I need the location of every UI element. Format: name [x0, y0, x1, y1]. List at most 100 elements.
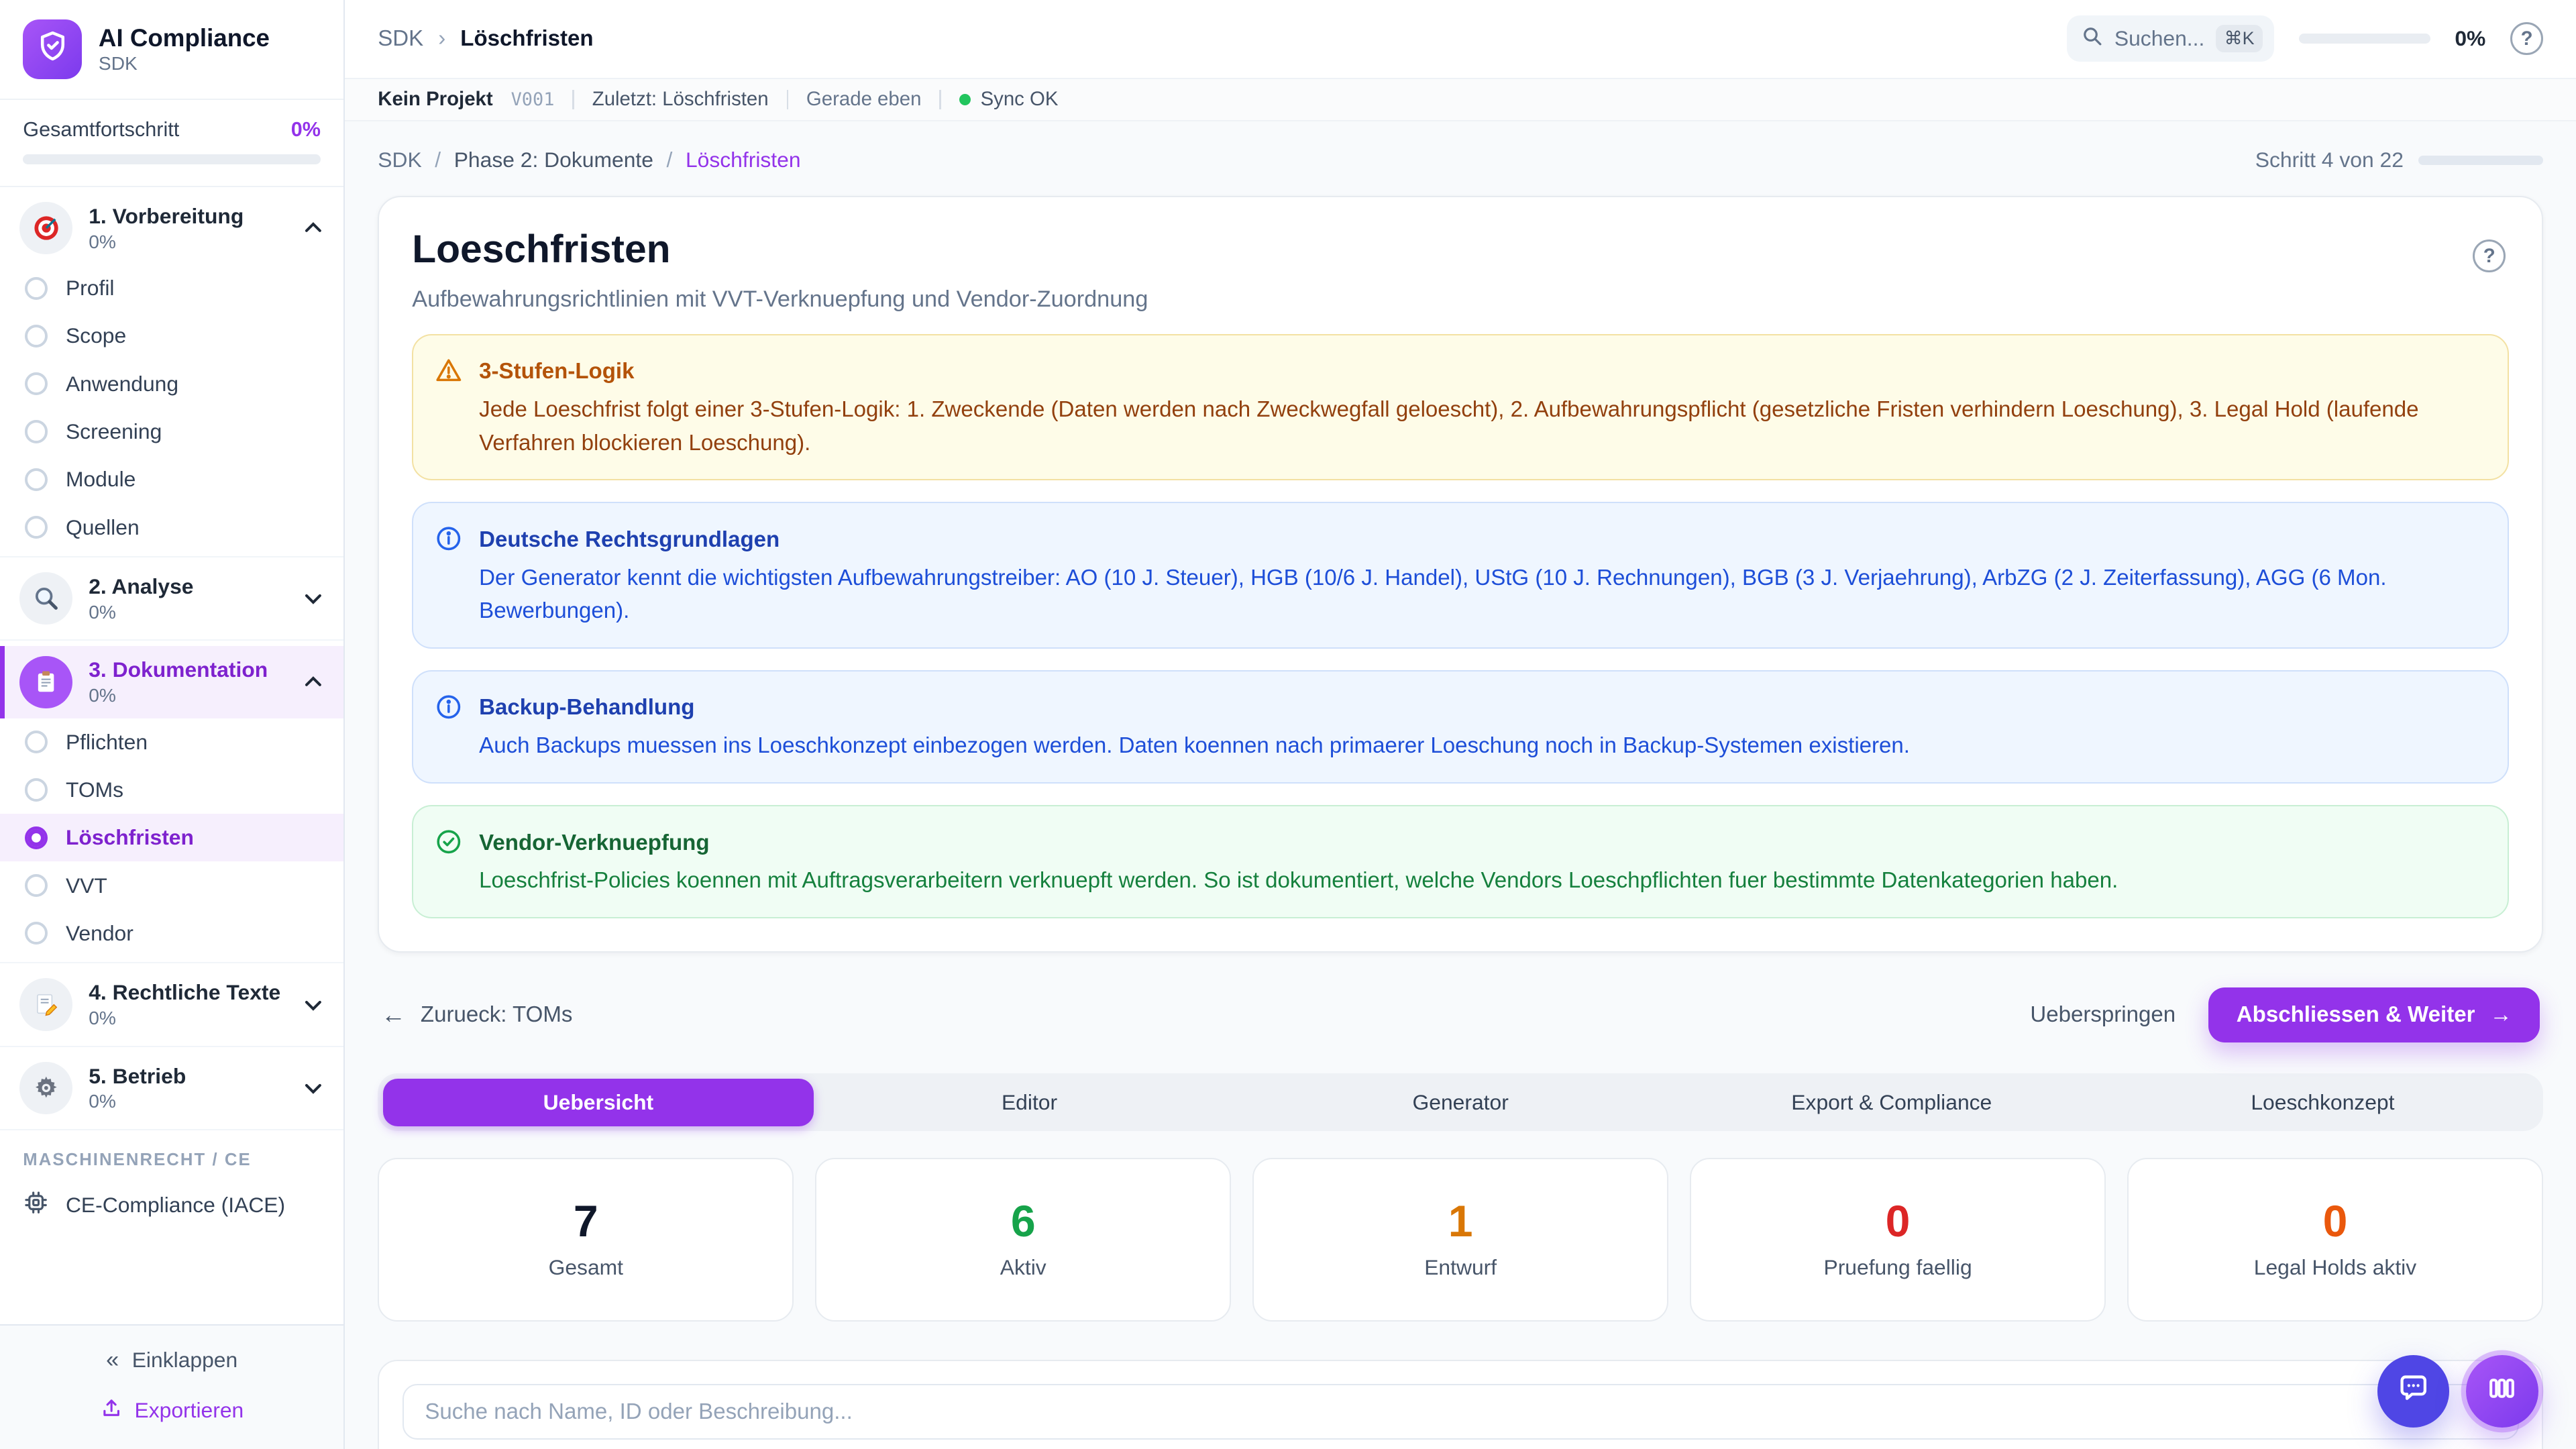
- shield-check-icon: [36, 30, 69, 69]
- stat-value: 7: [573, 1196, 598, 1246]
- stat-value: 1: [1448, 1196, 1473, 1246]
- notice-vendor-verknuepfung: Vendor-Verknuepfung Loeschfrist-Policies…: [412, 805, 2510, 919]
- target-icon: [19, 201, 72, 255]
- stat-label: Gesamt: [548, 1255, 624, 1280]
- sidebar-item-vendor[interactable]: Vendor: [0, 910, 343, 957]
- slash-separator: /: [435, 148, 441, 172]
- search-icon: [2082, 24, 2103, 54]
- sidebar-item-quellen[interactable]: Quellen: [0, 503, 343, 551]
- last-visited-label: Zuletzt: Löschfristen: [592, 88, 769, 111]
- help-icon[interactable]: ?: [2510, 22, 2544, 56]
- sidebar-item-loeschfristen[interactable]: Löschfristen: [0, 814, 344, 862]
- notice-body: Der Generator kennt die wichtigsten Aufb…: [479, 565, 2387, 624]
- sync-status: Sync OK: [959, 88, 1059, 111]
- stat-value: 0: [2322, 1196, 2348, 1246]
- collapse-sidebar-button[interactable]: « Einklappen: [106, 1347, 237, 1373]
- page-breadcrumb: SDK / Phase 2: Dokumente / Löschfristen …: [378, 148, 2544, 172]
- tab-loeschkonzept[interactable]: Loeschkonzept: [2251, 1089, 2395, 1114]
- sidebar-item-anwendung[interactable]: Anwendung: [0, 360, 343, 408]
- sidebar-item-screening[interactable]: Screening: [0, 408, 343, 455]
- magnifier-icon: [19, 572, 72, 625]
- sidebar-item-profil[interactable]: Profil: [0, 264, 343, 312]
- divider: [786, 89, 788, 110]
- step-progress-bar: [2418, 155, 2544, 166]
- stat-pruefung-faellig: 0 Pruefung faellig: [1690, 1157, 2106, 1322]
- sidebar-phase-betrieb[interactable]: 5. Betrieb 0%: [0, 1052, 343, 1124]
- cpu-chip-icon: [23, 1189, 49, 1221]
- radio-icon: [24, 420, 48, 443]
- radio-icon: [24, 922, 48, 945]
- breadcrumb-current-page: Löschfristen: [685, 148, 801, 172]
- wizard-actions: ← Zurueck: TOMs Ueberspringen Abschliess…: [381, 987, 2540, 1042]
- sidebar-phase-dokumentation[interactable]: 3. Dokumentation 0%: [0, 645, 344, 718]
- sidebar-item-label: Scope: [65, 323, 127, 348]
- step-label: Schritt 4 von 22: [2255, 148, 2404, 172]
- radio-icon: [24, 372, 48, 396]
- sidebar-item-pflichten[interactable]: Pflichten: [0, 718, 343, 766]
- stat-aktiv: 6 Aktiv: [815, 1157, 1232, 1322]
- tab-uebersicht[interactable]: Uebersicht: [382, 1078, 814, 1126]
- tab-editor[interactable]: Editor: [1001, 1089, 1058, 1114]
- sidebar-item-ce-compliance[interactable]: CE-Compliance (IACE): [0, 1178, 343, 1241]
- sidebar-phase-rechtliche-texte[interactable]: 4. Rechtliche Texte 0%: [0, 969, 343, 1041]
- skip-button[interactable]: Ueberspringen: [2030, 1002, 2176, 1027]
- back-button[interactable]: ← Zurueck: TOMs: [381, 1001, 572, 1029]
- stat-label: Pruefung faellig: [1823, 1255, 1972, 1280]
- breadcrumb-phase[interactable]: Phase 2: Dokumente: [453, 148, 653, 172]
- clipboard-icon: [19, 655, 72, 708]
- radio-selected-icon: [24, 826, 48, 849]
- radio-icon: [24, 731, 48, 754]
- keyboard-shortcut-badge: ⌘K: [2216, 25, 2263, 53]
- notice-deutsche-rechtsgrundlagen: Deutsche Rechtsgrundlagen Der Generator …: [412, 502, 2510, 649]
- finish-next-button[interactable]: Abschliessen & Weiter →: [2208, 987, 2540, 1042]
- stat-label: Aktiv: [1000, 1255, 1046, 1280]
- finish-next-label: Abschliessen & Weiter: [2236, 1002, 2475, 1027]
- stat-gesamt: 7 Gesamt: [378, 1157, 794, 1322]
- export-button[interactable]: Exportieren: [100, 1396, 244, 1424]
- columns-icon: [2485, 1372, 2518, 1411]
- header-progress-bar: [2298, 34, 2430, 44]
- breadcrumb-sdk[interactable]: SDK: [378, 148, 422, 172]
- sidebar-item-label: VVT: [65, 873, 107, 898]
- card-help-icon[interactable]: ?: [2473, 239, 2506, 273]
- phase-label: 2. Analyse: [89, 574, 194, 599]
- radio-icon: [24, 873, 48, 898]
- phase-progress: 0%: [89, 685, 116, 706]
- chevron-down-icon: [303, 1077, 324, 1099]
- sidebar-item-label: Profil: [65, 276, 115, 301]
- stat-cards: 7 Gesamt 6 Aktiv 1 Entwurf 0 Pruefung fa…: [378, 1157, 2544, 1322]
- sidebar-header: AI Compliance SDK: [0, 0, 344, 100]
- notice-title: Vendor-Verknuepfung: [479, 830, 710, 855]
- tab-export-compliance[interactable]: Export & Compliance: [1791, 1089, 1992, 1114]
- phase-label: 1. Vorbereitung: [89, 203, 244, 228]
- overall-progress-bar: [23, 154, 321, 165]
- sidebar-item-vvt[interactable]: VVT: [0, 861, 343, 909]
- chevron-down-icon: [303, 994, 324, 1016]
- sidebar-section-maschinenrecht: MASCHINENRECHT / CE: [23, 1150, 252, 1169]
- breadcrumb: SDK › Löschfristen: [378, 26, 593, 52]
- global-search-button[interactable]: Suchen... ⌘K: [2066, 15, 2274, 62]
- tab-generator[interactable]: Generator: [1412, 1089, 1509, 1114]
- radio-icon: [24, 778, 48, 802]
- app-logo: [23, 19, 83, 79]
- sidebar-item-label: CE-Compliance (IACE): [65, 1192, 286, 1217]
- phase-progress: 0%: [89, 231, 116, 252]
- phase-label: 4. Rechtliche Texte: [89, 980, 281, 1005]
- sidebar-phase-vorbereitung[interactable]: 1. Vorbereitung 0%: [0, 192, 343, 264]
- status-bar: Kein Projekt V001 Zuletzt: Löschfristen …: [345, 78, 2576, 122]
- sidebar-phase-analyse[interactable]: 2. Analyse 0%: [0, 562, 343, 635]
- sidebar-item-scope[interactable]: Scope: [0, 312, 343, 360]
- policy-search-input[interactable]: [402, 1384, 2519, 1440]
- page-title: Loeschfristen: [412, 227, 671, 271]
- chevron-up-icon: [303, 672, 324, 693]
- double-chevron-left-icon: «: [106, 1346, 119, 1373]
- sidebar-item-toms[interactable]: TOMs: [0, 766, 343, 814]
- stat-value: 0: [1885, 1196, 1911, 1246]
- sidebar-item-module[interactable]: Module: [0, 455, 343, 503]
- chat-bubble-icon: [2396, 1371, 2430, 1412]
- panels-toggle-button[interactable]: [2465, 1355, 2538, 1428]
- sync-label: Sync OK: [980, 88, 1059, 111]
- chat-assistant-button[interactable]: [2377, 1355, 2450, 1428]
- breadcrumb-root[interactable]: SDK: [378, 25, 424, 51]
- loeschfristen-card: Loeschfristen Aufbewahrungsrichtlinien m…: [378, 195, 2544, 953]
